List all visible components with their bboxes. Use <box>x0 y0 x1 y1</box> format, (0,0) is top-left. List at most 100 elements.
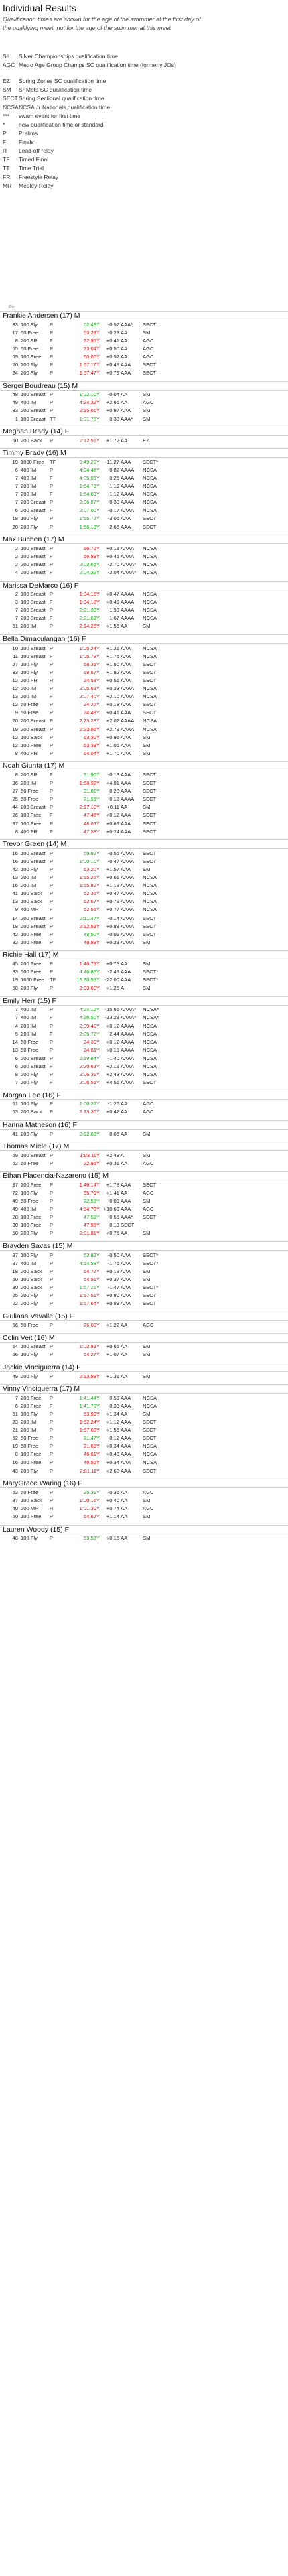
standard: AAAA <box>121 726 135 732</box>
qualification: SECT* <box>143 1284 159 1290</box>
time: 1:00.16Y <box>79 1497 100 1503</box>
place: 9 <box>15 709 18 716</box>
time: 1:55.82Y <box>79 882 100 889</box>
place: 12 <box>12 701 18 708</box>
result-row: 60 200 Back P 2:12.51Y +1.72 AA EZ <box>0 437 288 445</box>
time: 2:07.00Y <box>79 507 100 514</box>
place: 61 <box>12 1101 18 1107</box>
place: 8 <box>15 750 18 756</box>
qualification: SECT* <box>143 1260 159 1266</box>
result-row: 37 400 IM P 4:14.58Y -1.76 AAA SECT* <box>0 1260 288 1268</box>
place: 30 <box>12 1222 18 1229</box>
time: 56.99Y <box>83 553 100 559</box>
time: 2:09.40Y <box>79 1022 100 1029</box>
result-row: 30 200 Back P 1:57.21Y -1.47 AAA SECT* <box>0 1284 288 1292</box>
stage: P <box>50 1284 54 1290</box>
qualification: AGC <box>143 1489 154 1495</box>
place: 59 <box>12 1152 18 1158</box>
result-row: 8 400 FR P 54.04Y +1.70 AAA SM <box>0 750 288 758</box>
standard: AAAA <box>121 1079 135 1086</box>
place: 28 <box>12 1214 18 1221</box>
time-diff: +0.80 <box>106 1292 119 1298</box>
place: 14 <box>12 914 18 921</box>
legend-code: TT <box>3 165 10 172</box>
time: 46.55Y <box>83 1459 100 1466</box>
time-diff: +0.12 <box>106 812 119 819</box>
stage: P <box>50 985 54 992</box>
event: 50 Free <box>21 788 39 795</box>
standard: AAA* <box>121 1214 133 1221</box>
standard: AAAA <box>121 923 135 929</box>
result-row: 4 200 Breast F 2:04.32Y -2.04 AAAA* NCSA <box>0 569 288 577</box>
time-diff: +0.52 <box>106 353 119 360</box>
event: 200 Free <box>21 1394 42 1401</box>
result-row: 13 100 Back P 52.67Y +0.79 AAAA NCSA <box>0 898 288 906</box>
time-diff: +0.50 <box>106 345 119 352</box>
standard: AAA <box>121 1276 131 1282</box>
result-row: 8 200 FR F 22.95Y +0.41 AA AGC <box>0 337 288 345</box>
event: 200 Fly <box>21 1373 38 1379</box>
result-row: 7 200 IM P 1:54.76Y -1.19 AAAA NCSA <box>0 482 288 490</box>
qualification: NCSA <box>143 474 157 481</box>
place: 49 <box>12 1198 18 1204</box>
time-diff: +0.51 <box>106 677 119 683</box>
result-row: 7 200 Breast P 2:21.39Y -1.90 AAAA NCSA <box>0 606 288 614</box>
swimmer-header: Meghan Brady (14) F <box>0 427 288 437</box>
place: 18 <box>12 515 18 522</box>
event: 50 Free <box>21 1198 39 1204</box>
stage: P <box>50 780 54 786</box>
result-row: 18 100 Fly P 1:55.73Y -3.06 AAA SECT <box>0 515 288 523</box>
place: 19 <box>12 726 18 732</box>
time: 59.92Y <box>83 850 100 856</box>
place: 40 <box>12 1505 18 1511</box>
place: 50 <box>12 1513 18 1519</box>
standard: AA <box>121 1160 128 1166</box>
place: 16 <box>12 882 18 889</box>
swimmer-header: Max Buchen (17) M <box>0 535 288 545</box>
legend-text: Metro Age Group Champs SC qualification … <box>19 62 176 68</box>
time: 1:57.17Y <box>79 362 100 368</box>
time: 1:03.11Y <box>80 1152 100 1158</box>
time: 21.96Y <box>83 771 100 778</box>
time: 53.39Y <box>83 742 100 748</box>
event: 200 Back <box>21 437 42 444</box>
event: 100 Breast <box>21 553 46 559</box>
event: 200 Breast <box>21 804 46 811</box>
stage: F <box>50 1030 53 1037</box>
qualification: SM <box>143 391 151 398</box>
time-diff: +0.79 <box>106 370 119 377</box>
legend-text: Medley Relay <box>19 182 54 189</box>
time-diff: -0.82 <box>107 466 119 473</box>
event: 50 Free <box>21 701 39 708</box>
standard: AA <box>121 1101 128 1107</box>
standard: AAAA <box>121 906 135 913</box>
result-row: 12 200 IM P 2:05.63Y +0.33 AAAA NCSA <box>0 685 288 693</box>
event: 200 Fly <box>21 523 38 530</box>
standard: AAAA <box>121 882 135 889</box>
stage: F <box>50 337 53 344</box>
time-diff: +0.18 <box>106 545 119 551</box>
result-row: 37 100 Back P 1:00.16Y +0.40 AA SM <box>0 1497 288 1505</box>
stage: P <box>50 898 54 905</box>
time: 1:46.78Y <box>79 960 100 967</box>
time: 1:04.18Y <box>79 599 100 606</box>
time-diff: +0.31 <box>106 1160 119 1166</box>
qualification: NCSA <box>143 882 157 889</box>
qualification: SECT <box>143 828 157 835</box>
standard: AA <box>121 1351 128 1358</box>
time-diff: -0.13 <box>107 1222 119 1229</box>
time-diff: -0.06 <box>107 1130 119 1137</box>
swimmer-header: Marissa DeMarco (16) F <box>0 580 288 590</box>
event: 100 Fly <box>21 1351 38 1358</box>
result-row: 7 400 IM F 4:05.05Y -0.25 AAAA NCSA <box>0 474 288 482</box>
place: 72 <box>12 1189 18 1196</box>
stage: P <box>50 523 54 530</box>
legend-code: EZ <box>3 78 10 84</box>
time: 24.61Y <box>83 1046 100 1053</box>
place: 50 <box>12 1230 18 1237</box>
time-diff: -0.50 <box>107 1251 119 1258</box>
time: 52.56Y <box>83 906 100 913</box>
time: 1:41.70Y <box>79 1402 100 1409</box>
qualification: SM <box>143 1351 151 1358</box>
event: 200 IM <box>21 780 37 786</box>
